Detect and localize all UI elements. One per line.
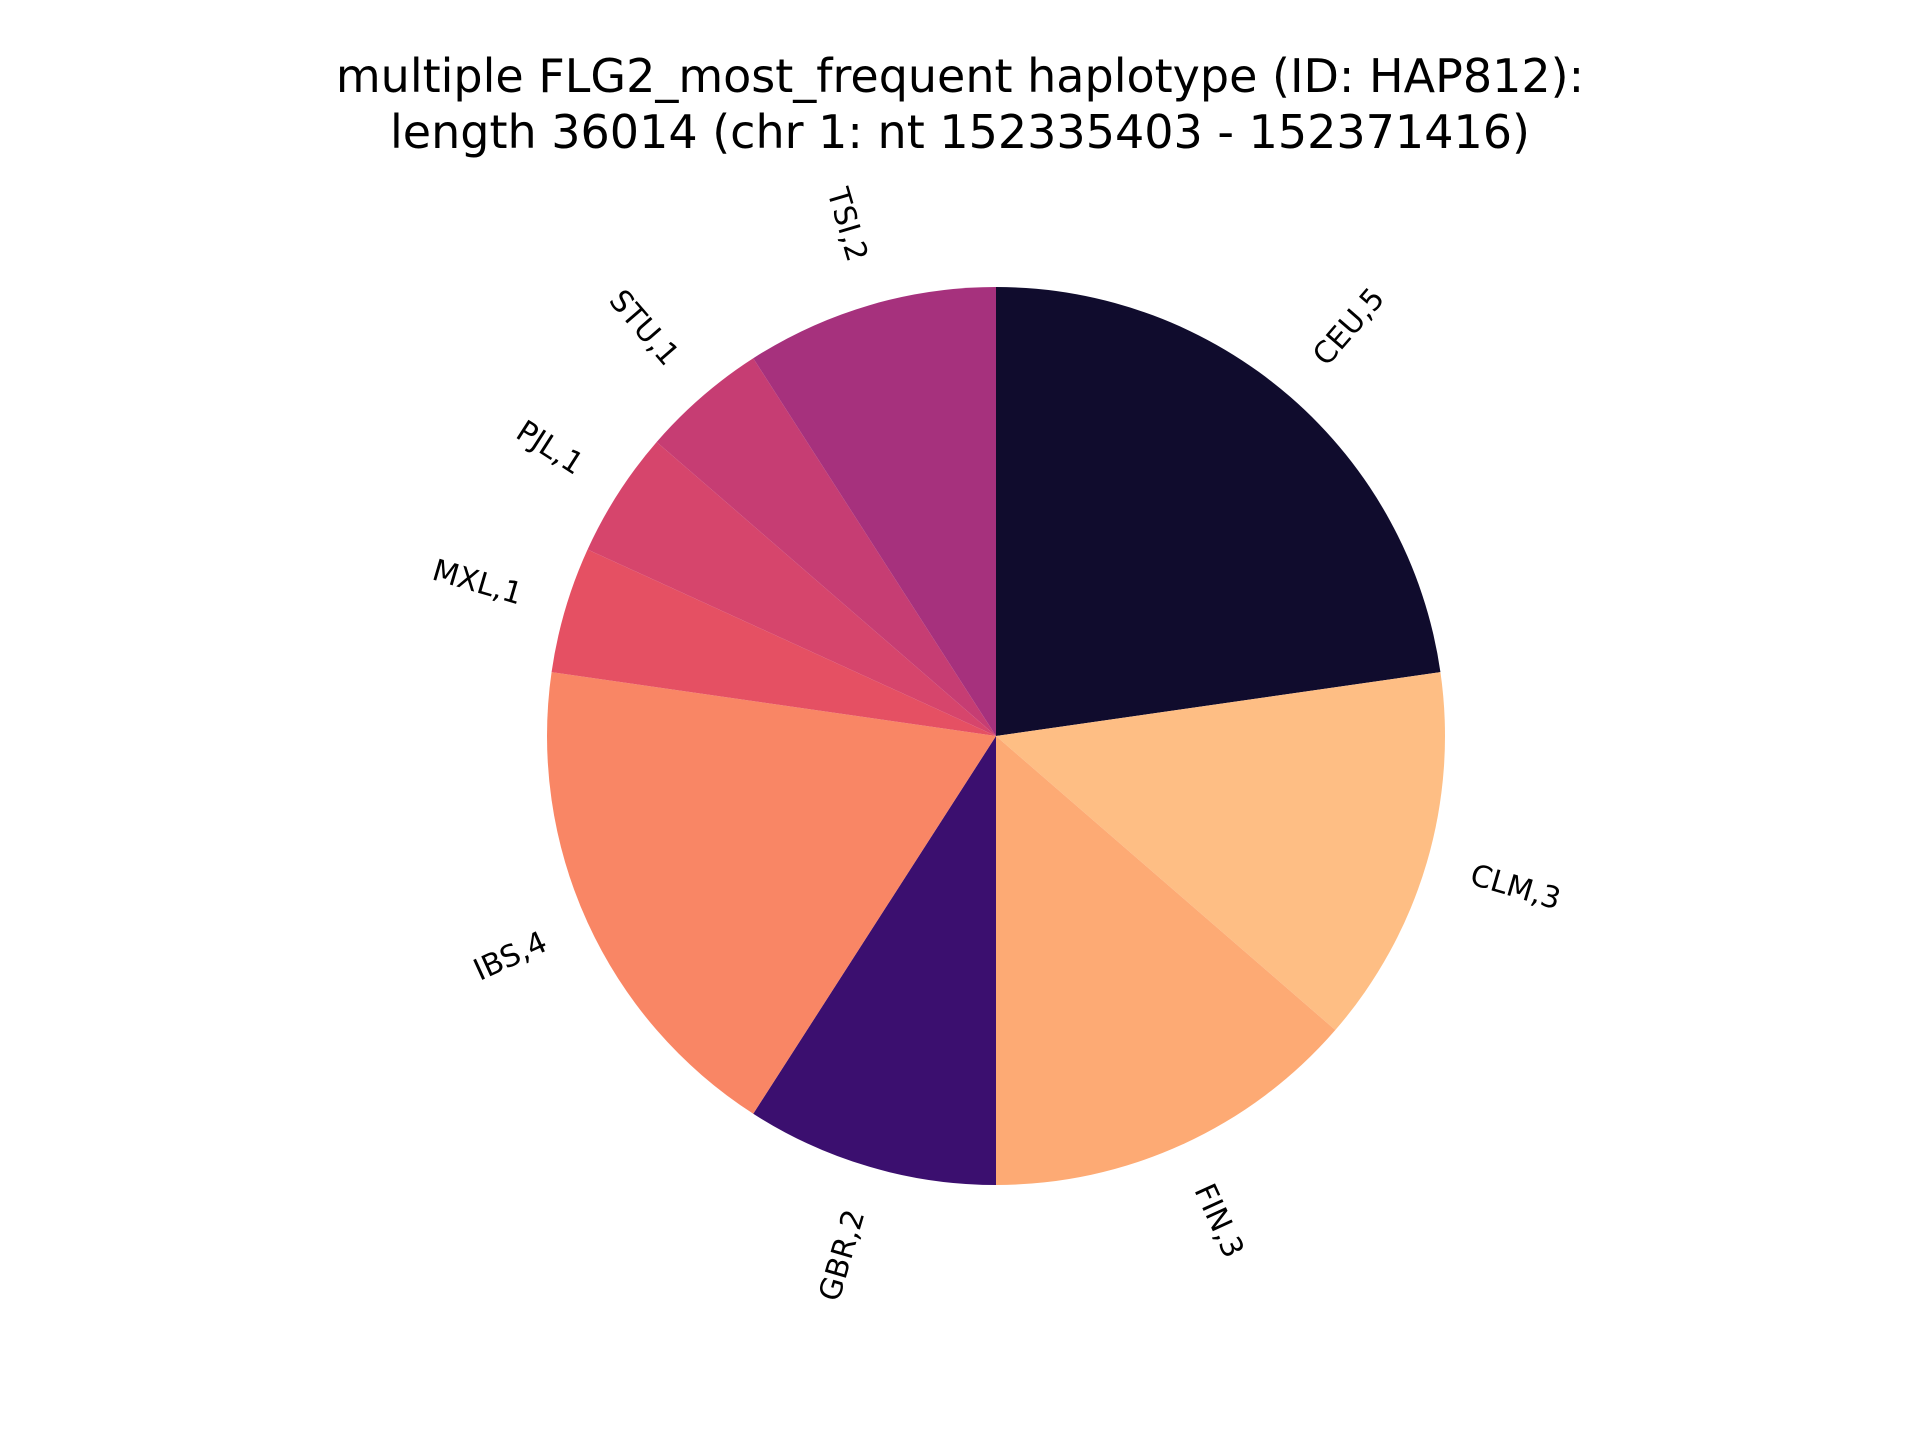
slice-label-fin: FIN,3 — [1187, 1179, 1251, 1264]
chart-title-line-2: length 36014 (chr 1: nt 152335403 - 1523… — [390, 105, 1530, 159]
pie-slice-fin — [996, 736, 1336, 1185]
pie-slices — [546, 287, 1445, 1185]
pie-slice-pjl — [587, 441, 996, 736]
pie-slice-gbr — [753, 736, 996, 1185]
slice-label-pjl: PJL,1 — [510, 414, 590, 483]
chart-title: multiple FLG2_most_frequent haplotype (I… — [0, 48, 1920, 160]
pie-slice-tsi — [753, 287, 996, 736]
pie-slice-ceu — [996, 287, 1441, 736]
slice-label-stu: STU,1 — [602, 283, 686, 372]
slice-label-ibs: IBS,4 — [468, 925, 552, 989]
slice-label-mxl: MXL,1 — [428, 553, 526, 612]
pie-slice-mxl — [551, 549, 996, 736]
slice-label-tsi: TSI,2 — [819, 183, 874, 266]
slice-label-ceu: CEU,5 — [1306, 281, 1392, 372]
slice-label-gbr: GBR,2 — [813, 1206, 873, 1305]
pie-slice-stu — [656, 358, 996, 736]
pie-slice-ibs — [546, 672, 996, 1114]
slice-label-clm: CLM,3 — [1466, 858, 1564, 918]
pie-slice-clm — [996, 672, 1445, 1031]
chart-title-line-1: multiple FLG2_most_frequent haplotype (I… — [335, 49, 1585, 103]
